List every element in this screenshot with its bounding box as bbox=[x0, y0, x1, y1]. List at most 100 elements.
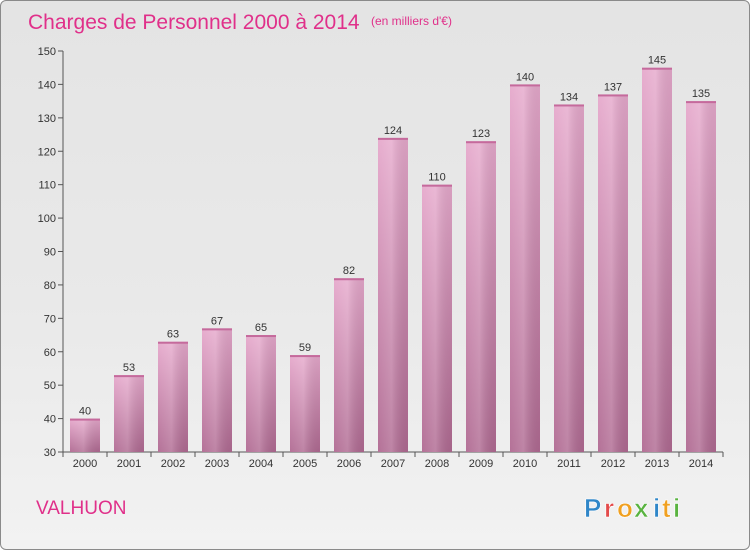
y-tick-label: 110 bbox=[38, 180, 56, 192]
bar-2003: 67 bbox=[202, 315, 232, 452]
bar-top-edge bbox=[686, 101, 716, 104]
bar-shine bbox=[246, 335, 276, 452]
x-tick-label: 2010 bbox=[513, 458, 537, 470]
x-tick-label: 2014 bbox=[689, 458, 713, 470]
y-tick-label: 80 bbox=[44, 280, 56, 292]
bar-top-edge bbox=[598, 94, 628, 97]
x-tick-label: 2006 bbox=[337, 458, 361, 470]
bar-shine bbox=[466, 141, 496, 452]
y-tick-label: 40 bbox=[44, 414, 56, 426]
bar-top-edge bbox=[158, 341, 188, 344]
x-tick-label: 2003 bbox=[205, 458, 229, 470]
y-tick-label: 30 bbox=[44, 447, 56, 459]
bar-shine bbox=[686, 101, 716, 452]
y-tick-label: 70 bbox=[44, 313, 56, 325]
bar-2011: 134 bbox=[554, 91, 584, 452]
bar-value-label: 135 bbox=[692, 88, 710, 100]
x-tick-label: 2012 bbox=[601, 458, 625, 470]
x-tick-label: 2004 bbox=[249, 458, 273, 470]
bar-2004: 65 bbox=[246, 322, 276, 452]
bar-top-edge bbox=[246, 335, 276, 338]
bar-top-edge bbox=[290, 355, 320, 358]
logo-letter: t bbox=[662, 493, 671, 523]
bar-top-edge bbox=[114, 375, 144, 378]
x-tick-label: 2002 bbox=[161, 458, 185, 470]
y-tick-label: 140 bbox=[38, 79, 56, 91]
x-tick-label: 2001 bbox=[117, 458, 141, 470]
bar-2012: 137 bbox=[598, 81, 628, 453]
chart-title: Charges de Personnel 2000 à 2014 bbox=[28, 11, 360, 34]
bar-2005: 59 bbox=[290, 342, 320, 452]
bar-shine bbox=[378, 137, 408, 452]
bar-2007: 124 bbox=[378, 125, 408, 452]
bar-shine bbox=[642, 67, 672, 452]
bar-value-label: 53 bbox=[123, 362, 135, 374]
x-tick-label: 2011 bbox=[557, 458, 581, 470]
logo-letter: r bbox=[604, 493, 614, 523]
chart-subtitle: (en milliers d'€) bbox=[371, 14, 452, 28]
bar-shine bbox=[510, 84, 540, 453]
bar-shine bbox=[158, 341, 188, 452]
x-tick-label: 2009 bbox=[469, 458, 493, 470]
y-axis: 30 40 50 60 70 80 90 100 110 120 130 140 150 bbox=[38, 46, 64, 459]
y-tick-label: 60 bbox=[44, 347, 56, 359]
bar-2006: 82 bbox=[334, 265, 364, 452]
bar-shine bbox=[290, 355, 320, 452]
bar-shine bbox=[202, 328, 232, 452]
y-tick-label: 50 bbox=[44, 380, 56, 392]
bar-value-label: 140 bbox=[516, 71, 534, 83]
bar-2002: 63 bbox=[158, 329, 188, 452]
x-tick-label: 2013 bbox=[645, 458, 669, 470]
bar-top-edge bbox=[378, 137, 408, 140]
bar-shine bbox=[70, 418, 100, 452]
bar-top-edge bbox=[70, 418, 100, 421]
bar-value-label: 40 bbox=[79, 406, 91, 418]
bar-value-label: 123 bbox=[472, 128, 490, 140]
bar-shine bbox=[598, 94, 628, 453]
bar-2010: 140 bbox=[510, 71, 540, 453]
bar-value-label: 65 bbox=[255, 322, 267, 334]
bar-value-label: 110 bbox=[428, 172, 446, 184]
x-tick-label: 2007 bbox=[381, 458, 405, 470]
bar-2014: 135 bbox=[686, 88, 716, 452]
bar-shine bbox=[114, 375, 144, 452]
y-tick-label: 150 bbox=[38, 46, 56, 58]
logo-letter: P bbox=[584, 493, 601, 523]
logo-letter: i bbox=[673, 493, 680, 523]
bar-value-label: 59 bbox=[299, 342, 311, 354]
logo-letter: x bbox=[634, 493, 649, 523]
bar-value-label: 137 bbox=[604, 81, 622, 93]
x-tick-label: 2005 bbox=[293, 458, 317, 470]
bar-value-label: 67 bbox=[211, 315, 223, 327]
bar-value-label: 124 bbox=[384, 125, 402, 137]
bar-top-edge bbox=[642, 67, 672, 70]
x-tick-label: 2008 bbox=[425, 458, 449, 470]
bar-value-label: 63 bbox=[167, 329, 179, 341]
y-tick-label: 100 bbox=[38, 213, 56, 225]
bar-shine bbox=[334, 278, 364, 452]
bar-2008: 110 bbox=[422, 172, 452, 452]
bar-value-label: 134 bbox=[560, 91, 578, 103]
bar-2013: 145 bbox=[642, 55, 672, 452]
bar-top-edge bbox=[466, 141, 496, 144]
bar-2009: 123 bbox=[466, 128, 496, 452]
y-tick-label: 130 bbox=[38, 113, 56, 125]
bar-top-edge bbox=[422, 184, 452, 187]
bar-2001: 53 bbox=[114, 362, 144, 452]
y-tick-label: 120 bbox=[38, 146, 56, 158]
bar-2000: 40 bbox=[70, 406, 100, 452]
bars: 40 53 63 67 65 59 82 124 110 123 140 134 137 145 135 bbox=[70, 55, 716, 453]
y-tick-label: 90 bbox=[44, 247, 56, 259]
bar-value-label: 82 bbox=[343, 265, 355, 277]
bar-shine bbox=[554, 104, 584, 452]
x-tick-label: 2000 bbox=[73, 458, 97, 470]
logo-letter: i bbox=[653, 493, 660, 523]
logo-letter: o bbox=[617, 493, 633, 523]
bar-value-label: 145 bbox=[648, 55, 666, 67]
bar-shine bbox=[422, 184, 452, 452]
x-axis: 2000 2001 2002 2003 2004 2005 2006 2007 2008 2009… bbox=[62, 451, 724, 470]
commune-name: VALHUON bbox=[36, 498, 126, 519]
